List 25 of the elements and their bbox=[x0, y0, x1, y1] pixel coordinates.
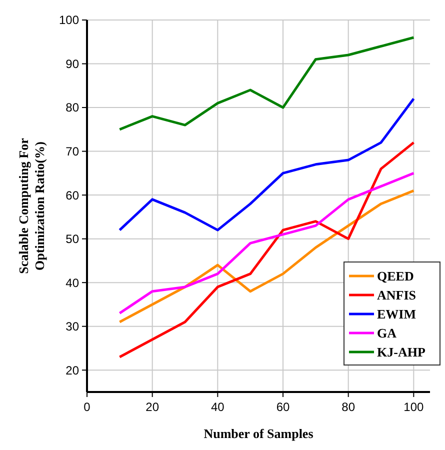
line-series bbox=[118, 36, 415, 131]
legend-label: GA bbox=[377, 326, 398, 341]
line-series bbox=[118, 98, 415, 232]
x-tick-label: 40 bbox=[210, 400, 225, 414]
y-tick-label: 80 bbox=[66, 100, 80, 115]
y-tick-label: 20 bbox=[66, 363, 80, 378]
x-tick-label: 0 bbox=[84, 400, 91, 414]
y-tick-label: 50 bbox=[66, 232, 80, 246]
y-tick-label: 30 bbox=[66, 320, 80, 334]
y-axis-title: Scalable Computing For Optimization Ratio(%) bbox=[16, 138, 47, 274]
y-tick-label: 40 bbox=[66, 276, 80, 290]
legend-label: QEED bbox=[377, 268, 414, 284]
y-tick-label: 90 bbox=[66, 56, 80, 71]
x-tick-label: 60 bbox=[276, 400, 290, 414]
y-tick-label: 60 bbox=[66, 188, 80, 202]
line-series bbox=[118, 189, 415, 324]
x-tick-label: 80 bbox=[342, 400, 356, 414]
y-tick-label: 70 bbox=[66, 144, 80, 158]
x-tick-label: 20 bbox=[146, 400, 160, 414]
legend-label: ANFIS bbox=[377, 288, 416, 303]
x-axis-title: Number of Samples bbox=[204, 426, 314, 441]
x-tick-label: 100 bbox=[404, 400, 424, 414]
legend-label: EWIM bbox=[377, 306, 416, 322]
y-tick-label: 100 bbox=[58, 13, 80, 28]
legend-label: KJ-AHP bbox=[377, 344, 426, 360]
